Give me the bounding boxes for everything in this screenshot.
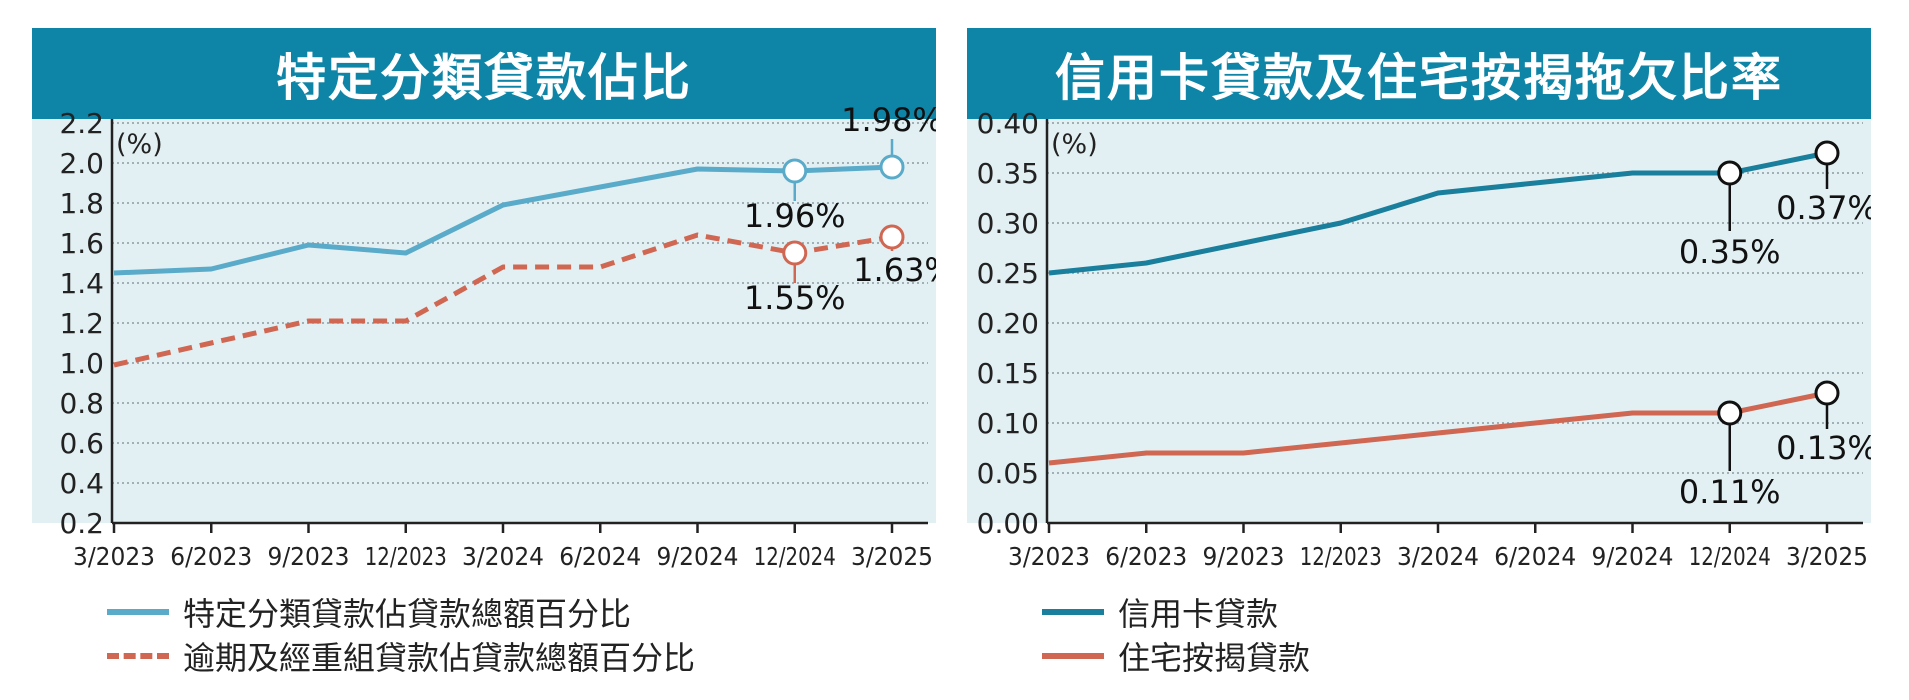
y-tick-label: 0.8 (59, 387, 104, 420)
y-tick-label: 0.00 (977, 507, 1039, 540)
x-tick-label: 6/2023 (170, 542, 252, 571)
x-tick-label: 9/2023 (268, 542, 350, 571)
left-chart-legend: 特定分類貸款佔貸款總額百分比 逾期及經重組貸款佔貸款總額百分比 (107, 590, 695, 678)
legend-item-credit-card: 信用卡貸款 (1042, 590, 1310, 634)
x-tick-label: 12/2024 (754, 542, 836, 571)
x-tick-label: 9/2024 (1592, 542, 1674, 571)
point-marker (1717, 400, 1743, 426)
y-tick-label: 0.05 (977, 457, 1039, 490)
legend-item-mortgage: 住宅按揭貸款 (1042, 634, 1310, 678)
point-marker (1814, 380, 1840, 406)
legend-swatch-solid (1042, 653, 1104, 659)
x-tick-label: 12/2023 (1300, 542, 1382, 571)
x-tick-label: 3/2025 (1786, 542, 1868, 571)
y-tick-label: 1.8 (59, 187, 104, 220)
y-tick-label: 0.4 (59, 467, 104, 500)
point-marker (879, 224, 905, 250)
y-tick-label: 0.25 (977, 257, 1039, 290)
y-tick-label: 0.30 (977, 207, 1039, 240)
x-tick-label: 3/2024 (462, 542, 544, 571)
legend-swatch-dashed (107, 653, 169, 659)
y-tick-label: 1.4 (59, 267, 104, 300)
y-tick-label: 0.40 (977, 107, 1039, 140)
y-tick-label: 0.15 (977, 357, 1039, 390)
left-chart-svg: 0.2 0.4 0.6 0.8 1.0 1.2 1.4 1.6 1.8 2.0 2.2 (%) 3/20… (32, 101, 936, 571)
annotation-label: 0.13% (1776, 429, 1871, 467)
point-marker (1814, 140, 1840, 166)
y-tick-label: 1.2 (59, 307, 104, 340)
right-chart-svg: 0.00 0.05 0.10 0.15 0.20 0.25 0.30 0.35 0.40 (%) 3… (967, 107, 1871, 571)
right-chart-panel: 信用卡貸款及住宅按揭拖欠比率 0.00 0.05 0.10 0.15 0.20 0.25 0… (967, 0, 1871, 700)
x-tick-label: 3/2023 (73, 542, 155, 571)
left-chart-panel: 特定分類貸款佔比 0.2 0.4 0.6 0.8 1.0 1.2 1.4 1.6 1.8 2.0 2… (32, 0, 936, 700)
right-chart-title: 信用卡貸款及住宅按揭拖欠比率 (967, 28, 1871, 119)
annotation-label: 1.55% (744, 279, 846, 317)
y-tick-label: 0.35 (977, 157, 1039, 190)
point-marker (1717, 160, 1743, 186)
unit-label: (%) (1051, 129, 1098, 160)
point-marker (879, 154, 905, 180)
legend-item-overdue-loans: 逾期及經重組貸款佔貸款總額百分比 (107, 634, 695, 678)
x-tick-label: 9/2023 (1203, 542, 1285, 571)
x-tick-label: 12/2024 (1689, 542, 1771, 571)
y-tick-label: 0.20 (977, 307, 1039, 340)
y-tick-label: 2.0 (59, 147, 104, 180)
x-tick-label: 12/2023 (365, 542, 447, 571)
left-chart-title: 特定分類貸款佔比 (32, 28, 936, 119)
x-tick-label: 3/2023 (1008, 542, 1090, 571)
legend-label: 逾期及經重組貸款佔貸款總額百分比 (183, 639, 696, 677)
legend-swatch-solid (107, 609, 169, 615)
plot-background (32, 119, 936, 523)
y-tick-label: 1.6 (59, 227, 104, 260)
y-tick-label: 0.6 (59, 427, 104, 460)
series-line (113, 164, 893, 276)
annotation-label: 0.37% (1776, 189, 1871, 227)
annotation-label: 0.11% (1679, 473, 1781, 511)
series-line (1048, 390, 1828, 466)
point-marker (782, 240, 808, 266)
unit-label: (%) (116, 129, 163, 160)
legend-swatch-solid (1042, 609, 1104, 615)
right-chart-legend: 信用卡貸款 住宅按揭貸款 (1042, 590, 1310, 678)
legend-label: 住宅按揭貸款 (1118, 639, 1311, 677)
y-tick-label: 0.2 (59, 507, 104, 540)
annotation-label: 1.96% (744, 197, 846, 235)
point-marker (782, 158, 808, 184)
legend-label: 特定分類貸款佔貸款總額百分比 (183, 595, 632, 633)
annotation-label: 1.98% (841, 101, 936, 139)
y-tick-label: 2.2 (59, 107, 104, 140)
x-tick-label: 6/2024 (559, 542, 641, 571)
x-tick-label: 3/2025 (851, 542, 933, 571)
y-tick-label: 0.10 (977, 407, 1039, 440)
annotation-label: 0.35% (1679, 233, 1781, 271)
x-tick-label: 3/2024 (1397, 542, 1479, 571)
legend-label: 信用卡貸款 (1118, 595, 1279, 633)
legend-item-specified-loans: 特定分類貸款佔貸款總額百分比 (107, 590, 695, 634)
annotation-label: 1.63% (853, 251, 936, 289)
series-line (1048, 150, 1828, 276)
y-tick-label: 1.0 (59, 347, 104, 380)
x-tick-label: 6/2024 (1494, 542, 1576, 571)
x-tick-label: 9/2024 (657, 542, 739, 571)
x-tick-label: 6/2023 (1105, 542, 1187, 571)
series-line (113, 232, 893, 368)
